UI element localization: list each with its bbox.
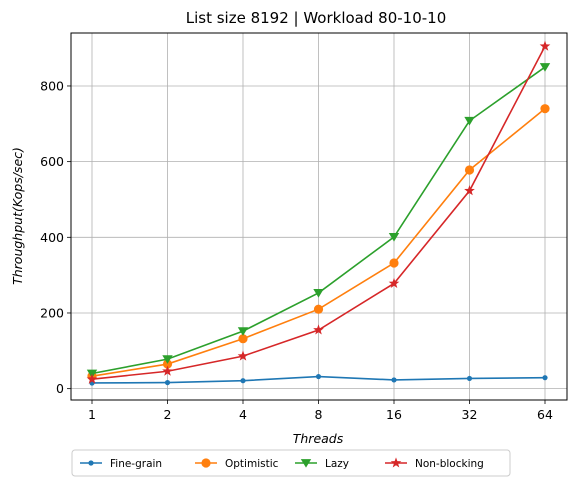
legend-entry: Lazy [295, 458, 349, 470]
x-tick-label: 2 [164, 407, 172, 422]
series-lazy [86, 63, 551, 379]
data-point [389, 258, 399, 268]
data-point [540, 104, 550, 114]
grid [71, 33, 567, 400]
data-point [539, 63, 551, 72]
data-point [237, 327, 249, 336]
x-tick-label: 1 [88, 407, 96, 422]
data-point [466, 375, 473, 382]
data-point [313, 304, 324, 314]
data-point [391, 377, 397, 383]
data-point [464, 185, 475, 196]
data-point [240, 378, 246, 384]
data-point [238, 334, 248, 344]
y-axis: 0 200 400 600 800 [40, 78, 71, 396]
y-axis-label: Throughput(Kops/sec) [10, 147, 25, 285]
data-point [164, 379, 171, 386]
y-tick-label: 600 [40, 154, 64, 169]
data-point [88, 460, 94, 466]
data-point [162, 365, 173, 376]
data-point [201, 458, 211, 468]
x-tick-label: 64 [537, 407, 553, 422]
legend-box [71, 449, 511, 477]
x-tick-label: 32 [462, 407, 478, 422]
data-point [539, 40, 551, 51]
data-point [313, 324, 324, 335]
plot-frame [70, 32, 568, 401]
x-tick-label: 16 [386, 407, 402, 422]
data-point [390, 457, 402, 468]
y-tick-label: 400 [40, 230, 64, 245]
legend: Fine-grain Optimistic Lazy Non-blocking [71, 449, 511, 477]
x-tick-label: 4 [239, 407, 247, 422]
data-point [464, 165, 475, 175]
data-point [300, 459, 312, 468]
y-tick-label: 200 [40, 305, 64, 320]
x-tick-label: 8 [315, 407, 323, 422]
data-point [86, 373, 98, 384]
series-layer [86, 40, 551, 386]
data-point [313, 289, 324, 298]
y-tick-label: 0 [56, 381, 64, 396]
x-axis-label: Threads [293, 431, 344, 446]
legend-label: Non-blocking [415, 458, 484, 470]
data-point [388, 233, 400, 242]
data-point [388, 277, 400, 288]
x-axis: 1 2 4 8 16 32 64 [88, 400, 553, 422]
chart-title: List size 8192 | Workload 80-10-10 [186, 9, 447, 27]
data-point [315, 373, 322, 380]
legend-label: Fine-grain [110, 458, 162, 470]
legend-entry: Optimistic [195, 458, 279, 470]
legend-entry: Fine-grain [80, 458, 162, 470]
data-point [464, 116, 475, 126]
legend-label: Lazy [325, 458, 349, 470]
legend-label: Optimistic [225, 458, 279, 470]
data-point [162, 355, 173, 364]
data-point [237, 350, 249, 361]
y-tick-label: 800 [40, 78, 64, 93]
data-point [542, 375, 548, 381]
legend-entry: Non-blocking [385, 457, 484, 470]
series-non-blocking [86, 40, 551, 384]
data-point [162, 359, 173, 369]
